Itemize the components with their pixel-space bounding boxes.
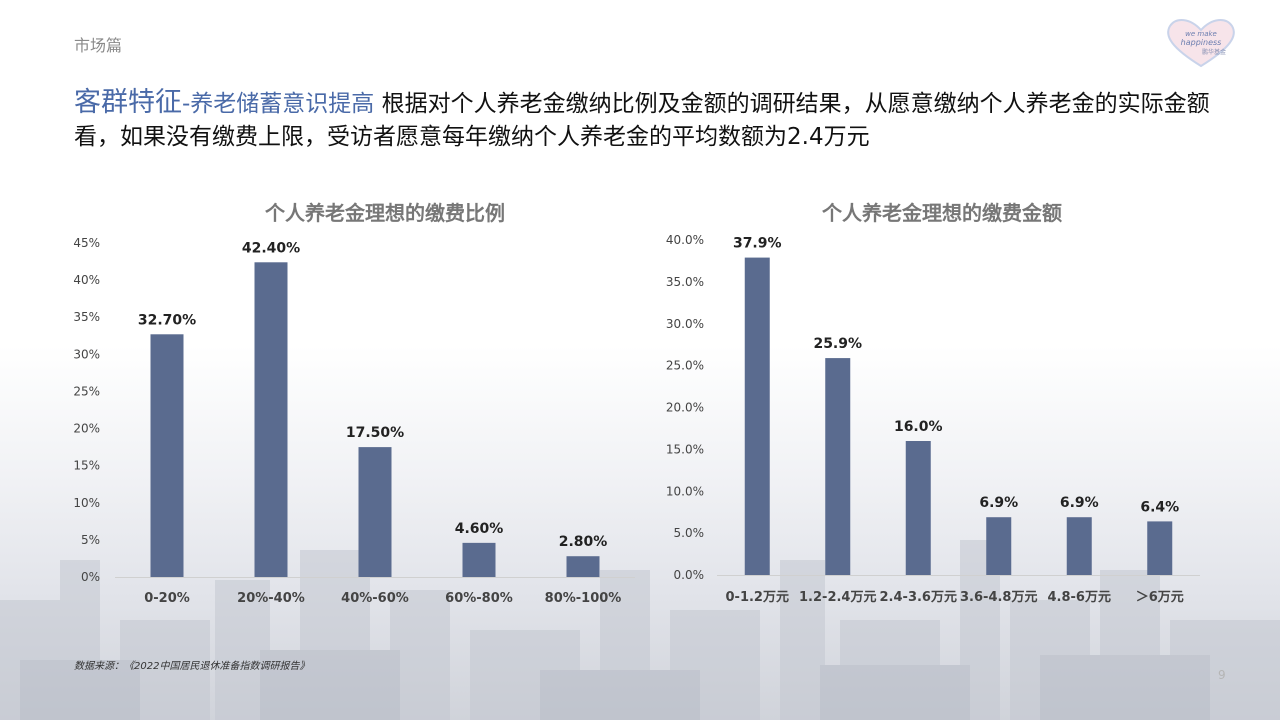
right-bar-data-label: 6.4%: [1140, 499, 1179, 515]
headline-main: 客群特征: [74, 87, 182, 118]
left-y-tick-label: 45%: [73, 236, 100, 250]
left-y-tick-label: 10%: [73, 496, 100, 510]
right-bar: [1066, 517, 1092, 575]
headline: 客群特征-养老储蓄意识提高 根据对个人养老金缴纳比例及金额的调研结果，从愿意缴纳…: [74, 86, 1224, 154]
right-x-category-label: 3.6-4.8万元: [960, 590, 1037, 605]
left-x-category-label: 20%-40%: [237, 591, 305, 606]
source-note: 数据来源：《2022中国居民退休准备指数调研报告》: [74, 661, 310, 672]
svg-text:happiness: happiness: [1181, 38, 1222, 47]
section-tag: 市场篇: [74, 36, 123, 55]
right-bar: [1147, 521, 1173, 575]
svg-text:we make: we make: [1185, 30, 1217, 38]
right-bar-data-label: 25.9%: [813, 336, 862, 352]
left-bar: [566, 556, 600, 577]
right-y-tick-label: 30.0%: [666, 317, 704, 331]
left-y-tick-label: 15%: [73, 459, 100, 473]
right-y-tick-label: 25.0%: [666, 359, 704, 373]
right-bar-data-label: 16.0%: [894, 419, 943, 435]
right-y-tick-label: 35.0%: [666, 275, 704, 289]
left-y-tick-label: 0%: [81, 570, 100, 584]
left-bar: [462, 542, 496, 577]
headline-sub: -养老储蓄意识提高: [182, 91, 375, 117]
left-bar: [358, 447, 392, 577]
right-bar: [744, 257, 770, 575]
right-y-tick-label: 40.0%: [666, 233, 704, 247]
right-bar: [905, 441, 931, 575]
left-bar-data-label: 4.60%: [455, 521, 504, 537]
right-y-tick-label: 20.0%: [666, 401, 704, 415]
left-bar-data-label: 42.40%: [242, 240, 300, 256]
right-x-category-label: 4.8-6万元: [1048, 590, 1111, 605]
left-y-tick-label: 5%: [81, 533, 100, 547]
headline-body: 根据对个人养老金缴纳比例及金额的调研结果，从愿意缴纳个人养老金的实际金额看，如果…: [74, 91, 1210, 150]
brand-logo: we make happiness 鹏华基金: [1167, 19, 1235, 68]
left-y-tick-label: 20%: [73, 422, 100, 436]
left-y-tick-label: 30%: [73, 347, 100, 361]
right-x-category-label: 0-1.2万元: [726, 590, 789, 605]
left-bar: [254, 262, 288, 577]
right-x-category-label: 2.4-3.6万元: [880, 590, 957, 605]
left-x-category-label: 60%-80%: [445, 591, 513, 606]
right-y-tick-label: 5.0%: [674, 526, 705, 540]
left-bar-data-label: 2.80%: [559, 534, 608, 550]
svg-text:鹏华基金: 鹏华基金: [1202, 48, 1226, 56]
city-background-image: [0, 540, 1280, 720]
right-y-tick-label: 15.0%: [666, 442, 704, 456]
left-x-category-label: 80%-100%: [545, 591, 622, 606]
left-chart-title: 个人养老金理想的缴费比例: [265, 201, 505, 225]
left-bar-data-label: 32.70%: [138, 312, 196, 328]
left-x-category-label: 40%-60%: [341, 591, 409, 606]
left-bar-data-label: 17.50%: [346, 425, 404, 441]
left-y-tick-label: 40%: [73, 273, 100, 287]
right-y-tick-label: 0.0%: [674, 568, 705, 582]
right-chart-title: 个人养老金理想的缴费金额: [822, 201, 1062, 225]
right-bar-data-label: 6.9%: [1060, 495, 1099, 511]
right-bar: [986, 517, 1012, 575]
left-bar: [150, 334, 184, 577]
right-bar-data-label: 37.9%: [733, 236, 782, 252]
left-x-category-label: 0-20%: [144, 591, 190, 606]
left-y-tick-label: 35%: [73, 310, 100, 324]
right-x-category-label: 1.2-2.4万元: [799, 590, 876, 605]
right-y-tick-label: 10.0%: [666, 484, 704, 498]
right-bar: [825, 358, 851, 575]
page-number: 9: [1218, 668, 1226, 682]
right-x-category-label: ＞6万元: [1136, 590, 1184, 605]
right-bar-data-label: 6.9%: [979, 495, 1018, 511]
left-y-tick-label: 25%: [73, 384, 100, 398]
